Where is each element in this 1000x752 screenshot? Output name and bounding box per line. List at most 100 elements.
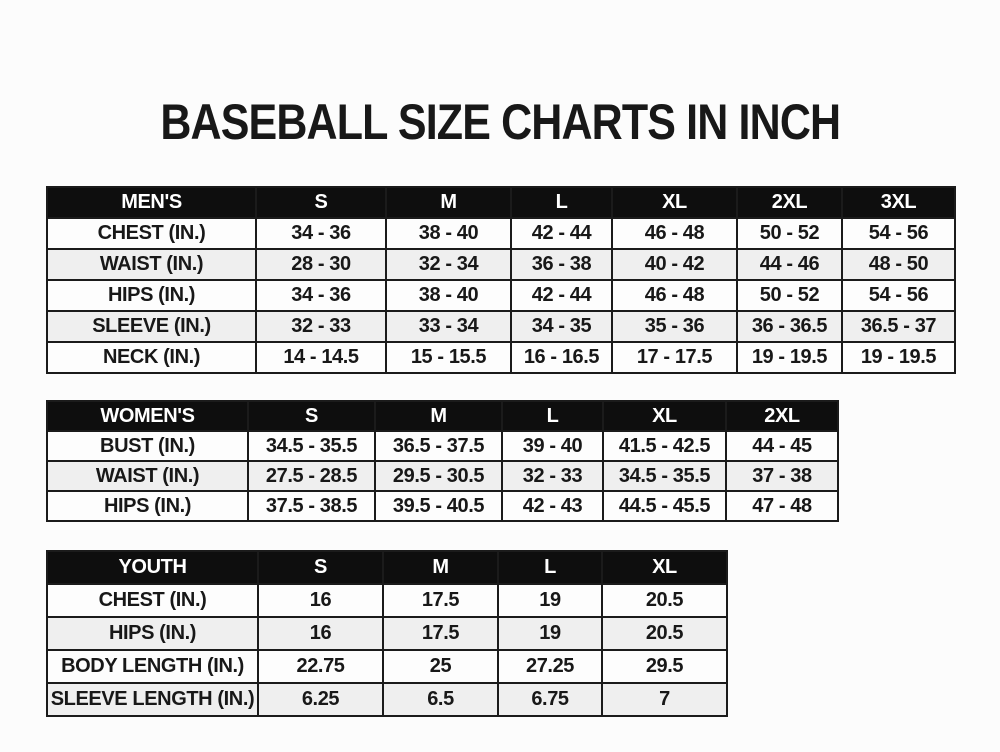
youth-value-cell: 17.5 [382,583,499,618]
mens-size-table: MEN'S S M L XL 2XL 3XL CHEST (IN.) 34 - 36 38 - 4… [46,186,956,374]
youth-row-0: CHEST (IN.) 16 17.5 19 20.5 [46,583,728,618]
youth-header-size-xl: XL [601,550,728,585]
youth-value-cell: 19 [497,616,603,651]
mens-value-cell: 34 - 35 [510,310,613,343]
womens-value-cell: 39 - 40 [501,430,604,462]
womens-row-0: BUST (IN.) 34.5 - 35.5 36.5 - 37.5 39 - 40 4… [46,430,839,462]
womens-value-cell: 44 - 45 [725,430,839,462]
mens-value-cell: 50 - 52 [736,217,843,250]
mens-row-label: NECK (IN.) [46,341,257,374]
mens-header-size-2xl: 2XL [736,186,843,219]
youth-value-cell: 29.5 [601,649,728,684]
mens-row-2: HIPS (IN.) 34 - 36 38 - 40 42 - 44 46 - 48 50… [46,279,956,312]
mens-row-0: CHEST (IN.) 34 - 36 38 - 40 42 - 44 46 - 48 5… [46,217,956,250]
womens-value-cell: 39.5 - 40.5 [374,490,503,522]
youth-row-2: BODY LENGTH (IN.) 22.75 25 27.25 29.5 [46,649,728,684]
mens-value-cell: 40 - 42 [611,248,738,281]
youth-value-cell: 22.75 [257,649,384,684]
youth-value-cell: 16 [257,616,384,651]
mens-value-cell: 34 - 36 [255,217,387,250]
mens-value-cell: 36 - 36.5 [736,310,843,343]
youth-row-label: HIPS (IN.) [46,616,259,651]
mens-header-group-label: MEN'S [46,186,257,219]
mens-header-size-s: S [255,186,387,219]
mens-row-label: SLEEVE (IN.) [46,310,257,343]
mens-value-cell: 48 - 50 [841,248,956,281]
mens-value-cell: 36 - 38 [510,248,613,281]
mens-header-size-l: L [510,186,613,219]
youth-size-table: YOUTH S M L XL CHEST (IN.) 16 17.5 19 20.5 HIPS (I… [46,550,728,717]
mens-row-label: CHEST (IN.) [46,217,257,250]
youth-value-cell: 6.75 [497,682,603,717]
page-title: BASEBALL SIZE CHARTS IN INCH [0,97,1000,147]
youth-value-cell: 17.5 [382,616,499,651]
womens-value-cell: 47 - 48 [725,490,839,522]
youth-value-cell: 6.25 [257,682,384,717]
womens-header-row: WOMEN'S S M L XL 2XL [46,400,839,432]
youth-value-cell: 20.5 [601,583,728,618]
mens-header-size-3xl: 3XL [841,186,956,219]
womens-value-cell: 32 - 33 [501,460,604,492]
womens-row-1: WAIST (IN.) 27.5 - 28.5 29.5 - 30.5 32 - 33… [46,460,839,492]
womens-row-label: BUST (IN.) [46,430,249,462]
mens-value-cell: 19 - 19.5 [736,341,843,374]
mens-value-cell: 15 - 15.5 [385,341,512,374]
womens-value-cell: 41.5 - 42.5 [602,430,727,462]
womens-value-cell: 27.5 - 28.5 [247,460,376,492]
mens-value-cell: 28 - 30 [255,248,387,281]
womens-header-size-s: S [247,400,376,432]
mens-row-label: HIPS (IN.) [46,279,257,312]
youth-header-size-l: L [497,550,603,585]
womens-row-label: HIPS (IN.) [46,490,249,522]
youth-header-size-m: M [382,550,499,585]
womens-table: WOMEN'S S M L XL 2XL BUST (IN.) 34.5 - 35.5 36.5… [46,400,839,522]
womens-header-group-label: WOMEN'S [46,400,249,432]
mens-value-cell: 46 - 48 [611,217,738,250]
mens-value-cell: 32 - 34 [385,248,512,281]
mens-value-cell: 38 - 40 [385,279,512,312]
womens-size-table: WOMEN'S S M L XL 2XL BUST (IN.) 34.5 - 35.5 36.5… [46,400,839,522]
womens-value-cell: 37 - 38 [725,460,839,492]
mens-value-cell: 32 - 33 [255,310,387,343]
mens-table: MEN'S S M L XL 2XL 3XL CHEST (IN.) 34 - 36 38 - 4… [46,186,956,374]
mens-value-cell: 54 - 56 [841,217,956,250]
mens-value-cell: 38 - 40 [385,217,512,250]
youth-value-cell: 19 [497,583,603,618]
youth-value-cell: 16 [257,583,384,618]
youth-row-1: HIPS (IN.) 16 17.5 19 20.5 [46,616,728,651]
mens-header-size-xl: XL [611,186,738,219]
youth-row-label: BODY LENGTH (IN.) [46,649,259,684]
page-title-text: BASEBALL SIZE CHARTS IN INCH [160,94,841,150]
mens-row-label: WAIST (IN.) [46,248,257,281]
mens-value-cell: 35 - 36 [611,310,738,343]
womens-value-cell: 36.5 - 37.5 [374,430,503,462]
mens-header-row: MEN'S S M L XL 2XL 3XL [46,186,956,219]
mens-header-size-m: M [385,186,512,219]
mens-value-cell: 19 - 19.5 [841,341,956,374]
youth-value-cell: 27.25 [497,649,603,684]
mens-value-cell: 33 - 34 [385,310,512,343]
mens-row-3: SLEEVE (IN.) 32 - 33 33 - 34 34 - 35 35 - 36… [46,310,956,343]
womens-value-cell: 34.5 - 35.5 [247,430,376,462]
mens-row-1: WAIST (IN.) 28 - 30 32 - 34 36 - 38 40 - 42 4… [46,248,956,281]
mens-value-cell: 14 - 14.5 [255,341,387,374]
mens-value-cell: 54 - 56 [841,279,956,312]
womens-row-label: WAIST (IN.) [46,460,249,492]
youth-header-row: YOUTH S M L XL [46,550,728,585]
womens-row-2: HIPS (IN.) 37.5 - 38.5 39.5 - 40.5 42 - 43 4… [46,490,839,522]
youth-value-cell: 20.5 [601,616,728,651]
mens-value-cell: 36.5 - 37 [841,310,956,343]
mens-value-cell: 16 - 16.5 [510,341,613,374]
womens-header-size-2xl: 2XL [725,400,839,432]
youth-table: YOUTH S M L XL CHEST (IN.) 16 17.5 19 20.5 HIPS (I… [46,550,728,717]
mens-value-cell: 42 - 44 [510,279,613,312]
youth-row-3: SLEEVE LENGTH (IN.) 6.25 6.5 6.75 7 [46,682,728,717]
mens-value-cell: 34 - 36 [255,279,387,312]
mens-value-cell: 17 - 17.5 [611,341,738,374]
womens-value-cell: 29.5 - 30.5 [374,460,503,492]
youth-value-cell: 25 [382,649,499,684]
youth-header-size-s: S [257,550,384,585]
youth-row-label: CHEST (IN.) [46,583,259,618]
mens-row-4: NECK (IN.) 14 - 14.5 15 - 15.5 16 - 16.5 17 … [46,341,956,374]
